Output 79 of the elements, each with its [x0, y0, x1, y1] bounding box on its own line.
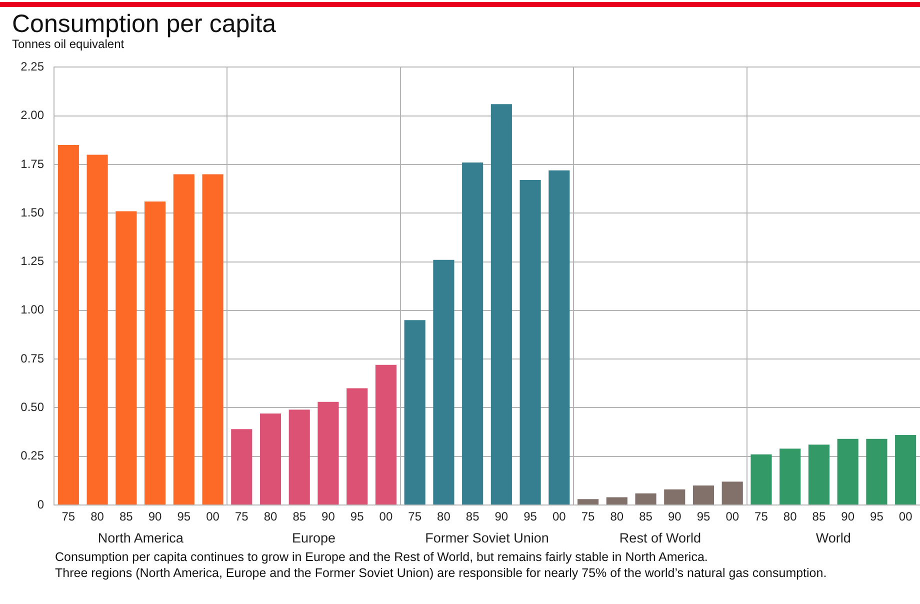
x-tick-label: 00: [726, 510, 740, 524]
bar: [490, 104, 512, 504]
bar: [202, 174, 224, 504]
x-tick-label: 80: [264, 510, 278, 524]
chart-title: Consumption per capita: [12, 10, 276, 38]
y-tick-label: 0.75: [20, 351, 44, 366]
y-tick-label: 1.75: [20, 156, 44, 171]
bar: [722, 482, 743, 504]
x-tick-label: 85: [812, 510, 826, 524]
x-tick-label: 95: [870, 510, 884, 524]
bar: [144, 201, 166, 504]
x-tick-label: 80: [783, 510, 798, 524]
x-tick-label: 90: [841, 510, 855, 524]
x-tick-label: 00: [206, 510, 220, 524]
x-tick-label: 75: [408, 510, 422, 524]
bar: [837, 438, 858, 504]
bar: [692, 486, 714, 504]
x-tick-label: 85: [292, 510, 306, 524]
y-tick-label: 0.50: [20, 400, 44, 414]
x-tick-label: 75: [234, 510, 249, 524]
x-tick-label: 75: [754, 510, 768, 524]
bar: [635, 493, 656, 504]
bar: [780, 448, 801, 504]
y-tick-label: 2.00: [20, 108, 44, 122]
x-tick-label: 85: [466, 510, 480, 524]
bar: [577, 499, 599, 504]
x-tick-label: 00: [552, 510, 566, 524]
series-label: Rest of World: [619, 530, 701, 546]
x-tick-label: 90: [148, 510, 162, 524]
y-tick-label: 0: [37, 497, 44, 512]
x-tick-label: 90: [494, 510, 508, 524]
series-label: Europe: [292, 530, 336, 546]
bar: [58, 145, 79, 504]
bar: [86, 154, 108, 504]
x-tick-label: 95: [177, 510, 191, 524]
bar: [664, 489, 686, 504]
x-tick-label: 85: [639, 510, 653, 524]
x-tick-label: 95: [350, 510, 364, 524]
x-tick-label: 75: [581, 510, 596, 524]
bar: [288, 410, 310, 504]
bar: [606, 497, 628, 504]
series-label: World: [816, 530, 851, 546]
x-tick-label: 90: [322, 510, 336, 524]
bar: [462, 162, 484, 504]
y-tick-label: 0.25: [20, 448, 44, 463]
y-tick-label: 1.50: [20, 205, 44, 220]
y-tick-label: 1.00: [20, 302, 44, 317]
bar: [750, 454, 772, 504]
text: Three regions (North America, Europe and the Former Soviet Union) are responsible for nearly 75% of the world’s natural gas consumption.: [55, 565, 828, 581]
x-tick-label: 95: [696, 510, 710, 524]
y-tick-label: 1.25: [20, 254, 44, 268]
bar: [116, 211, 137, 504]
series-label: North America: [98, 530, 184, 546]
x-tick-label: 80: [437, 510, 451, 524]
bar: [866, 438, 888, 504]
x-tick-label: 00: [898, 510, 913, 524]
bar: [346, 388, 368, 504]
x-tick-label: 00: [379, 510, 393, 524]
bar: [808, 444, 830, 504]
x-tick-label: 85: [119, 510, 134, 524]
bar: [375, 364, 397, 504]
x-tick-label: 80: [610, 510, 624, 524]
bar: [433, 260, 454, 504]
bar: [260, 414, 282, 504]
x-tick-label: 95: [524, 510, 538, 524]
x-tick-label: 90: [668, 510, 682, 524]
bar: [895, 434, 916, 504]
series-label: Former Soviet Union: [425, 530, 549, 546]
bar: [173, 174, 194, 504]
bar: [231, 429, 252, 504]
bar: [520, 180, 541, 504]
y-tick-label: 2.25: [20, 60, 44, 74]
bar: [404, 320, 426, 504]
bar: [548, 170, 570, 504]
x-tick-label: 75: [62, 510, 76, 524]
y-axis-title: Tonnes oil equivalent: [12, 37, 124, 51]
bar: [318, 402, 339, 504]
x-tick-label: 80: [90, 510, 104, 524]
text: Consumption per capita continues to grow in Europe and the Rest of World, but remains fairly stable in North America.: [55, 549, 709, 565]
